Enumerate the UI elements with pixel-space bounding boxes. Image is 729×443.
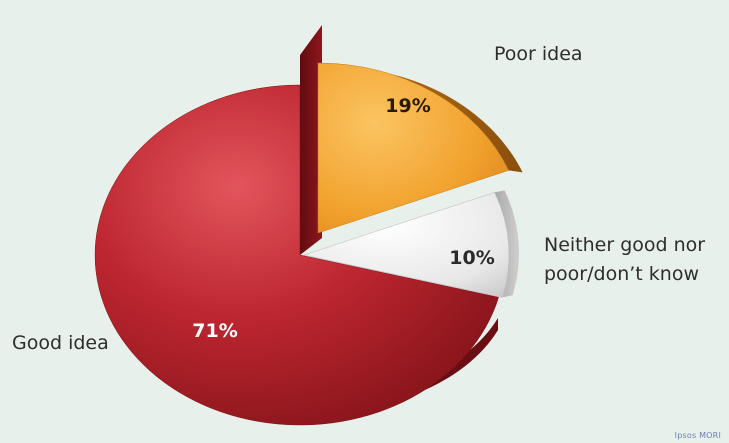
neither-category-label-line1: Neither good nor	[544, 234, 705, 256]
neither-slice-side	[494, 190, 520, 298]
neither-slice	[303, 192, 510, 298]
good-idea-slice	[94, 84, 499, 426]
neither-category-label-line2: poor/don’t know	[544, 263, 699, 285]
good-idea-slice-side	[300, 25, 322, 255]
source-note: Ipsos MORI	[674, 431, 721, 440]
neither-value-label: 10%	[449, 247, 494, 269]
poor-idea-category-label: Poor idea	[494, 43, 583, 65]
good-idea-value-label: 71%	[192, 320, 237, 342]
poor-idea-value-label: 19%	[385, 95, 430, 117]
poor-idea-slice	[317, 62, 509, 234]
good-idea-category-label: Good idea	[12, 332, 109, 354]
